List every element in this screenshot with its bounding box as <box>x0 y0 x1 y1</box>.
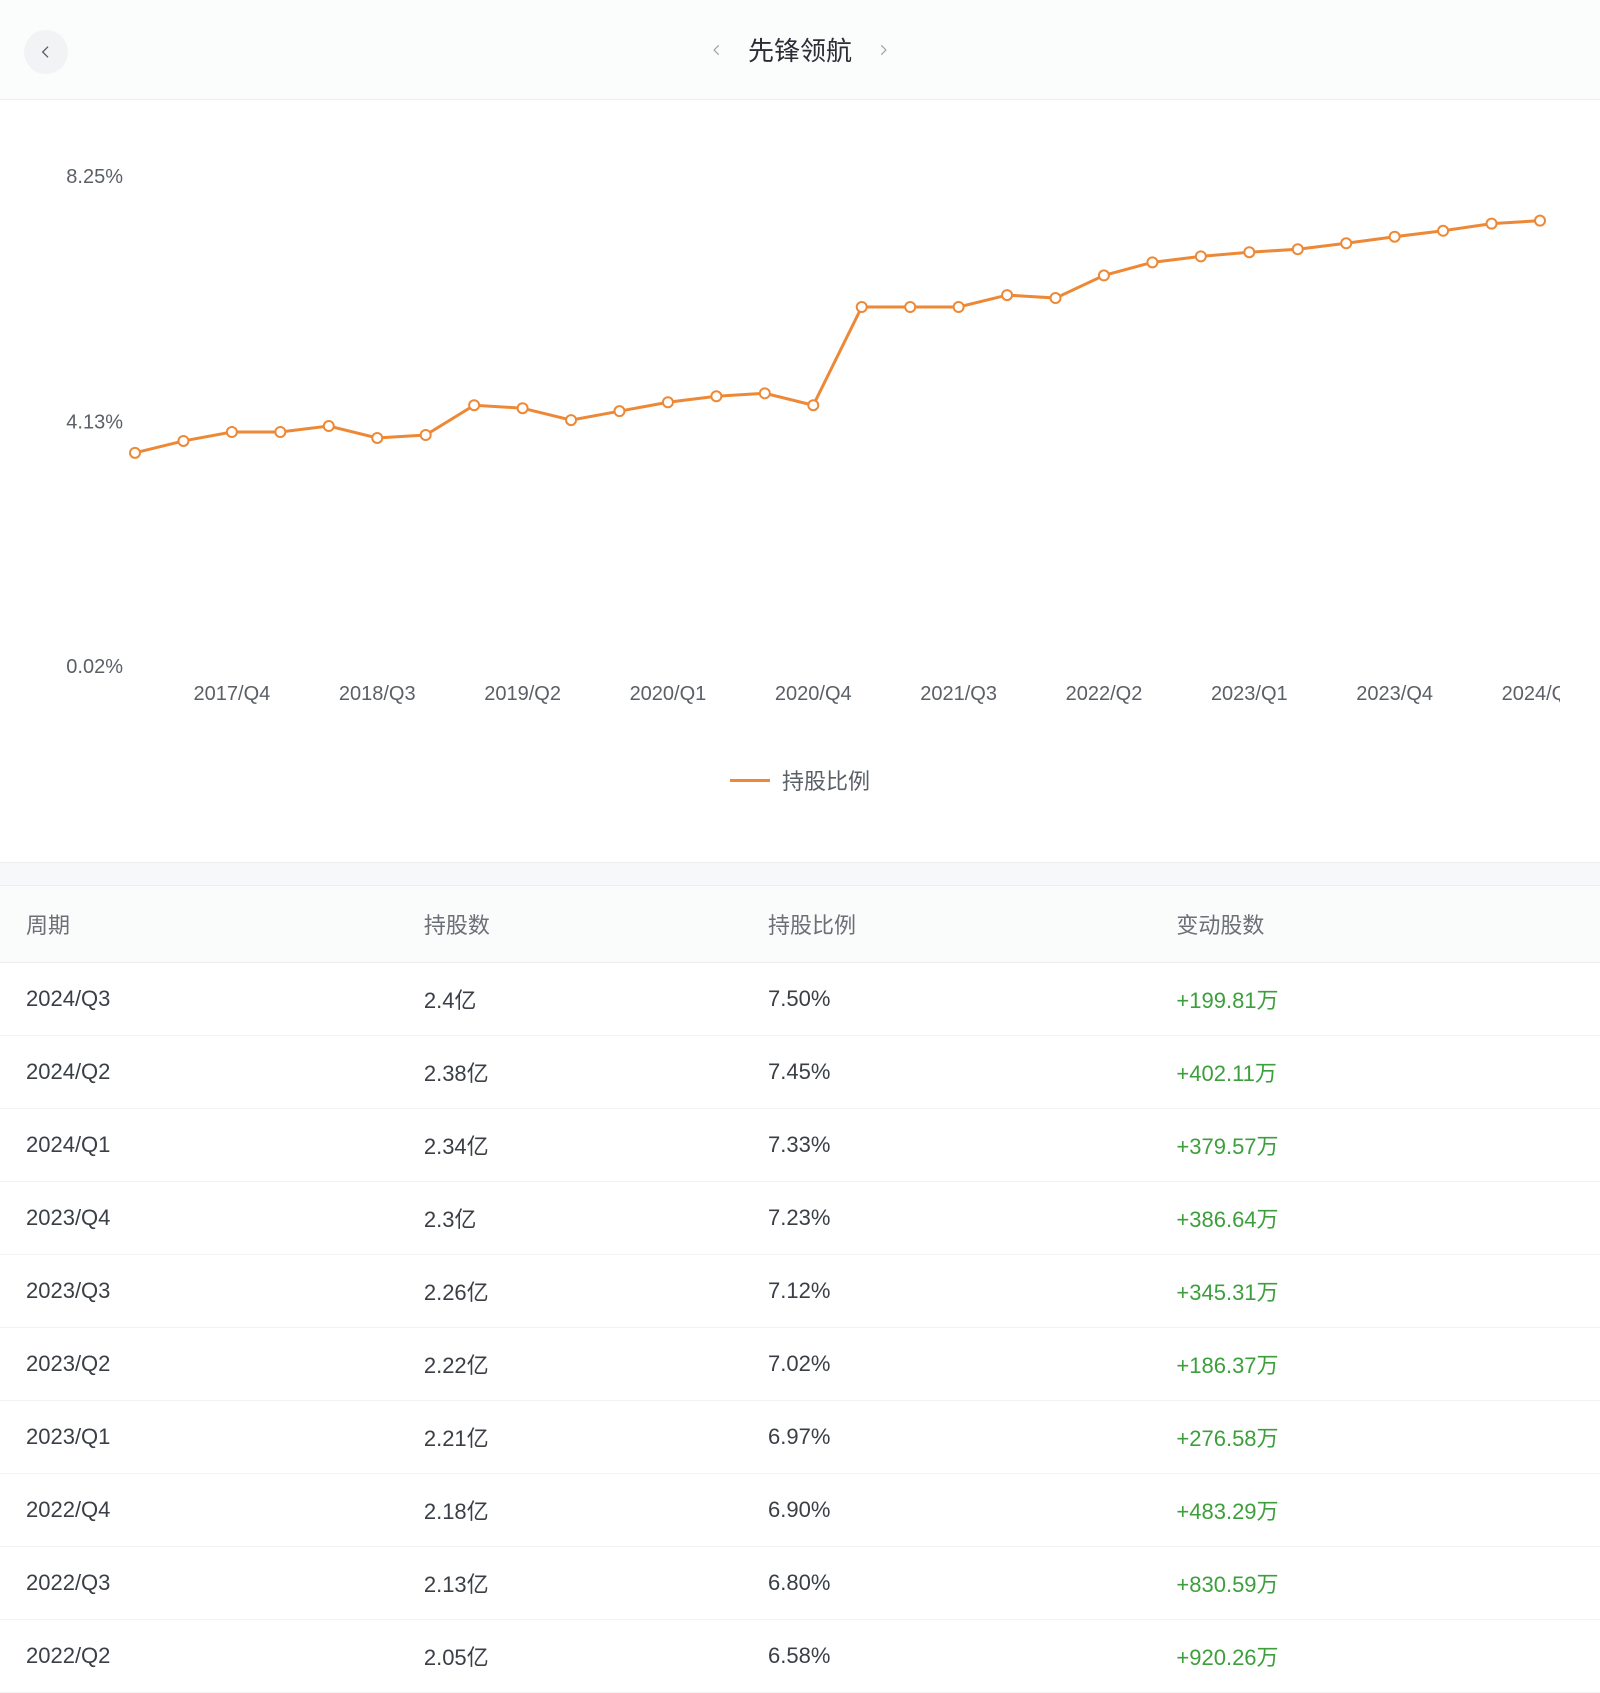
cell-period: 2024/Q2 <box>0 1036 398 1109</box>
col-change: 变动股数 <box>1150 886 1600 963</box>
cell-period: 2022/Q2 <box>0 1620 398 1693</box>
cell-shares: 2.38亿 <box>398 1036 742 1109</box>
svg-text:2022/Q2: 2022/Q2 <box>1066 683 1143 705</box>
cell-ratio: 7.23% <box>742 1182 1150 1255</box>
cell-change: +386.64万 <box>1150 1182 1600 1255</box>
cell-period: 2023/Q3 <box>0 1255 398 1328</box>
back-button[interactable] <box>24 30 68 74</box>
cell-shares: 2.3亿 <box>398 1182 742 1255</box>
cell-period: 2022/Q3 <box>0 1547 398 1620</box>
svg-text:2024/Q3: 2024/Q3 <box>1502 683 1560 705</box>
cell-period: 2023/Q2 <box>0 1328 398 1401</box>
svg-text:2017/Q4: 2017/Q4 <box>194 683 271 705</box>
cell-shares: 2.22亿 <box>398 1328 742 1401</box>
page-title: 先锋领航 <box>748 31 852 68</box>
svg-text:2021/Q3: 2021/Q3 <box>920 683 997 705</box>
cell-period: 2022/Q4 <box>0 1474 398 1547</box>
legend-label: 持股比例 <box>782 764 870 796</box>
cell-change: +199.81万 <box>1150 963 1600 1036</box>
svg-text:8.25%: 8.25% <box>66 166 123 188</box>
cell-period: 2023/Q4 <box>0 1182 398 1255</box>
svg-text:4.13%: 4.13% <box>66 411 123 433</box>
cell-ratio: 7.12% <box>742 1255 1150 1328</box>
cell-shares: 2.21亿 <box>398 1401 742 1474</box>
holdings-chart: 8.25% 4.13% 0.02% 2017/Q4 2018/Q3 2019/Q2 2020… <box>40 156 1560 736</box>
svg-text:2023/Q1: 2023/Q1 <box>1211 683 1288 705</box>
table-header-row: 周期 持股数 持股比例 变动股数 <box>0 886 1600 963</box>
cell-change: +186.37万 <box>1150 1328 1600 1401</box>
table-row[interactable]: 2024/Q12.34亿7.33%+379.57万 <box>0 1109 1600 1182</box>
cell-ratio: 6.58% <box>742 1620 1150 1693</box>
next-icon[interactable] <box>876 43 890 57</box>
svg-text:2019/Q2: 2019/Q2 <box>484 683 561 705</box>
cell-ratio: 7.50% <box>742 963 1150 1036</box>
table-row[interactable]: 2024/Q32.4亿7.50%+199.81万 <box>0 963 1600 1036</box>
legend-swatch <box>730 779 770 782</box>
col-period: 周期 <box>0 886 398 963</box>
cell-change: +379.57万 <box>1150 1109 1600 1182</box>
section-separator <box>0 862 1600 886</box>
table-row[interactable]: 2022/Q42.18亿6.90%+483.29万 <box>0 1474 1600 1547</box>
table-row[interactable]: 2023/Q12.21亿6.97%+276.58万 <box>0 1401 1600 1474</box>
svg-text:2023/Q4: 2023/Q4 <box>1356 683 1433 705</box>
cell-ratio: 6.80% <box>742 1547 1150 1620</box>
svg-text:2018/Q3: 2018/Q3 <box>339 683 416 705</box>
cell-ratio: 7.45% <box>742 1036 1150 1109</box>
chevron-left-icon <box>38 44 54 60</box>
cell-period: 2023/Q1 <box>0 1401 398 1474</box>
table-row[interactable]: 2022/Q32.13亿6.80%+830.59万 <box>0 1547 1600 1620</box>
chart-legend: 持股比例 <box>40 764 1560 796</box>
cell-shares: 2.26亿 <box>398 1255 742 1328</box>
col-shares: 持股数 <box>398 886 742 963</box>
cell-change: +402.11万 <box>1150 1036 1600 1109</box>
cell-change: +345.31万 <box>1150 1255 1600 1328</box>
col-ratio: 持股比例 <box>742 886 1150 963</box>
cell-period: 2024/Q3 <box>0 963 398 1036</box>
cell-period: 2024/Q1 <box>0 1109 398 1182</box>
cell-ratio: 6.97% <box>742 1401 1150 1474</box>
table-row[interactable]: 2023/Q42.3亿7.23%+386.64万 <box>0 1182 1600 1255</box>
cell-change: +830.59万 <box>1150 1547 1600 1620</box>
cell-shares: 2.18亿 <box>398 1474 742 1547</box>
svg-text:0.02%: 0.02% <box>66 656 123 678</box>
cell-shares: 2.13亿 <box>398 1547 742 1620</box>
cell-shares: 2.34亿 <box>398 1109 742 1182</box>
table-row[interactable]: 2024/Q22.38亿7.45%+402.11万 <box>0 1036 1600 1109</box>
cell-ratio: 7.33% <box>742 1109 1150 1182</box>
header-bar: 先锋领航 <box>0 0 1600 100</box>
table-row[interactable]: 2023/Q32.26亿7.12%+345.31万 <box>0 1255 1600 1328</box>
table-row[interactable]: 2023/Q22.22亿7.02%+186.37万 <box>0 1328 1600 1401</box>
title-group: 先锋领航 <box>710 31 890 68</box>
cell-shares: 2.05亿 <box>398 1620 742 1693</box>
cell-change: +276.58万 <box>1150 1401 1600 1474</box>
cell-shares: 2.4亿 <box>398 963 742 1036</box>
chart-container: 8.25% 4.13% 0.02% 2017/Q4 2018/Q3 2019/Q2 2020… <box>0 100 1600 832</box>
prev-icon[interactable] <box>710 43 724 57</box>
cell-change: +920.26万 <box>1150 1620 1600 1693</box>
holdings-table: 周期 持股数 持股比例 变动股数 2024/Q32.4亿7.50%+199.81… <box>0 886 1600 1693</box>
cell-ratio: 7.02% <box>742 1328 1150 1401</box>
table-row[interactable]: 2022/Q22.05亿6.58%+920.26万 <box>0 1620 1600 1693</box>
svg-text:2020/Q1: 2020/Q1 <box>630 683 707 705</box>
cell-ratio: 6.90% <box>742 1474 1150 1547</box>
svg-text:2020/Q4: 2020/Q4 <box>775 683 852 705</box>
cell-change: +483.29万 <box>1150 1474 1600 1547</box>
